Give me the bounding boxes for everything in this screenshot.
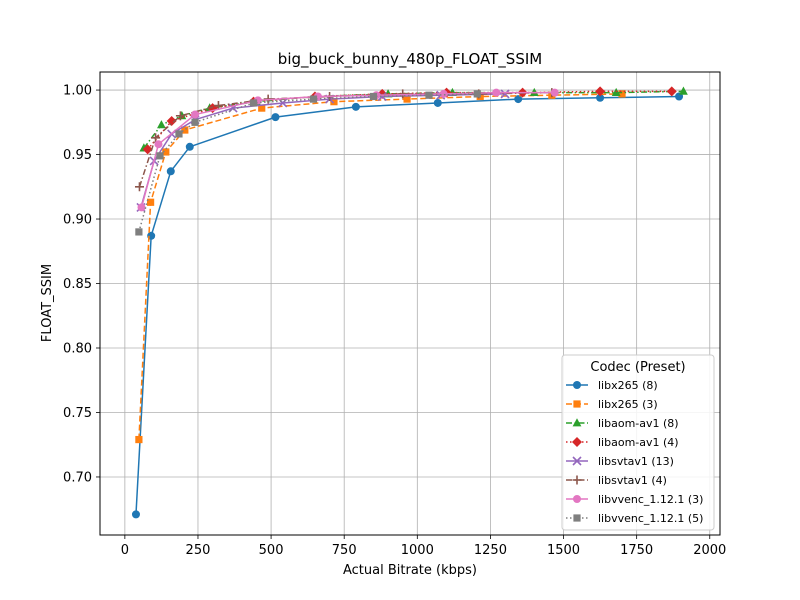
data-point: [369, 92, 378, 101]
data-point: [175, 130, 183, 138]
data-point: [154, 140, 163, 149]
data-point: [137, 203, 146, 212]
data-point: [131, 510, 140, 519]
data-point: [166, 116, 177, 127]
x-tick-label: 1500: [547, 543, 580, 558]
legend-label: libaom-av1 (8): [598, 417, 679, 430]
legend-item: libx265 (8): [566, 379, 658, 392]
legend-item: libsvtav1 (13): [566, 455, 674, 468]
series-line: [140, 93, 506, 208]
data-point: [618, 90, 626, 98]
y-axis-label: FLOAT_SSIM: [40, 264, 55, 342]
data-point: [191, 118, 199, 126]
y-tick-label: 0.90: [63, 213, 92, 228]
series-7: [135, 90, 481, 236]
legend-item: libaom-av1 (4): [566, 436, 679, 449]
legend-items: libx265 (8) libx265 (3) libaom-av1 (8) liba…: [566, 379, 703, 525]
y-tick-label: 0.85: [63, 277, 92, 292]
x-tick-label: 2000: [693, 543, 726, 558]
y-tick-label: 1.00: [63, 84, 92, 99]
legend-marker: [572, 418, 582, 427]
data-point: [596, 93, 605, 102]
chart-title: big_buck_bunny_480p_FLOAT_SSIM: [278, 50, 542, 69]
legend-item: libaom-av1 (8): [566, 417, 679, 430]
data-point: [679, 86, 688, 95]
legend-label: libsvtav1 (4): [598, 474, 667, 487]
legend-marker: [572, 456, 582, 466]
data-point: [403, 95, 411, 103]
data-point: [191, 110, 200, 119]
legend-marker: [573, 495, 581, 503]
legend-item: libvvenc_1.12.1 (5): [566, 512, 703, 525]
x-tick-label: 0: [121, 543, 129, 558]
legend-marker: [572, 437, 582, 447]
legend-label: libx265 (8): [598, 379, 658, 392]
data-point: [309, 95, 318, 103]
data-point: [151, 133, 161, 143]
y-tick-label: 0.70: [63, 470, 92, 485]
series-line: [135, 95, 680, 515]
series-line: [138, 93, 623, 440]
legend-marker: [573, 514, 581, 522]
x-tick-label: 1250: [474, 543, 507, 558]
legend-marker: [573, 400, 581, 408]
x-tick-label: 250: [186, 543, 211, 558]
data-point: [351, 102, 360, 111]
data-point: [514, 95, 523, 104]
x-axis-label: Actual Bitrate (kbps): [343, 563, 477, 578]
x-tick-label: 500: [259, 543, 284, 558]
data-point: [433, 98, 442, 107]
plot-frame: [99, 71, 721, 536]
legend-label: libvvenc_1.12.1 (5): [598, 512, 703, 525]
legend-label: libsvtav1 (13): [598, 455, 674, 468]
x-tick-label: 750: [332, 543, 357, 558]
data-point: [258, 104, 266, 112]
legend-item: libx265 (3): [566, 398, 658, 411]
legend-label: libvvenc_1.12.1 (3): [598, 493, 703, 506]
data-point: [439, 89, 448, 98]
legend-item: libsvtav1 (4): [566, 474, 667, 487]
legend-marker: [572, 475, 582, 485]
data-point: [666, 86, 677, 97]
data-point: [162, 148, 170, 156]
data-point: [142, 144, 153, 155]
data-point: [425, 91, 433, 99]
data-point: [166, 167, 175, 176]
legend: Codec (Preset) libx265 (8)libx265 (3)lib…: [561, 354, 715, 531]
data-point: [134, 182, 144, 192]
legend-label: libx265 (3): [598, 398, 658, 411]
data-point: [175, 111, 185, 121]
legend-marker: [573, 381, 581, 389]
legend-item: libvvenc_1.12.1 (3): [566, 493, 703, 506]
data-point: [550, 88, 559, 97]
data-point: [135, 435, 143, 444]
data-point: [156, 152, 164, 160]
data-point: [157, 120, 166, 129]
x-tick-label: 1000: [401, 543, 434, 558]
legend-label: libaom-av1 (4): [598, 436, 679, 449]
data-point: [146, 198, 155, 206]
y-tick-label: 0.75: [63, 406, 92, 421]
data-point: [185, 142, 194, 151]
plot-series: [131, 86, 688, 519]
data-point: [181, 126, 189, 134]
data-point: [595, 86, 606, 97]
y-axis: 0.70 0.75 0.80 0.85 0.90 0.95 1.00: [63, 84, 100, 485]
data-point: [249, 99, 258, 107]
data-point: [492, 88, 501, 97]
data-point: [500, 89, 510, 99]
y-tick-label: 0.95: [63, 148, 92, 163]
data-point: [330, 98, 338, 106]
y-tick-label: 0.80: [63, 341, 92, 356]
x-axis: 0 250 500 750 1000 1250 1500 1750 2000: [121, 535, 726, 558]
data-point: [473, 90, 481, 98]
x-tick-label: 1750: [620, 543, 653, 558]
legend-title: Codec (Preset): [590, 360, 685, 375]
legend-box: [561, 354, 715, 531]
data-point: [135, 228, 143, 236]
data-point: [271, 113, 280, 122]
